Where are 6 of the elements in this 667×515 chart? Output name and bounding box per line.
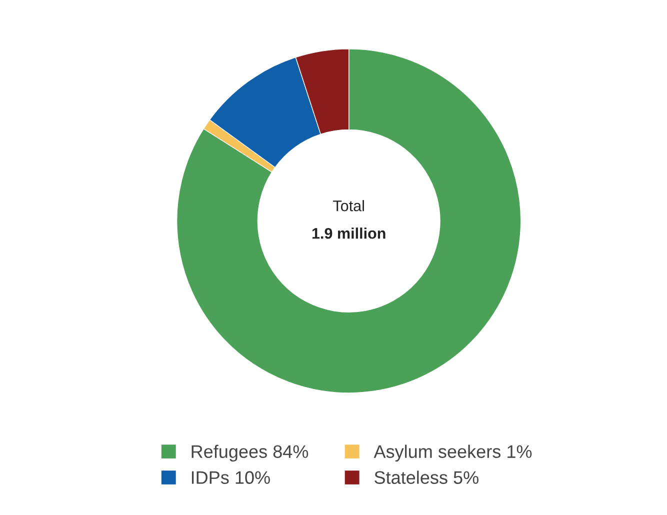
legend-label: IDPs 10%	[192, 471, 270, 484]
legend-label: Stateless 5%	[374, 470, 478, 484]
text: 1.9 million	[312, 228, 386, 239]
legend-label: Refugees 84%	[192, 444, 308, 462]
text: Total	[333, 200, 364, 212]
legend-label: Asylum seekers 1%	[374, 444, 532, 462]
